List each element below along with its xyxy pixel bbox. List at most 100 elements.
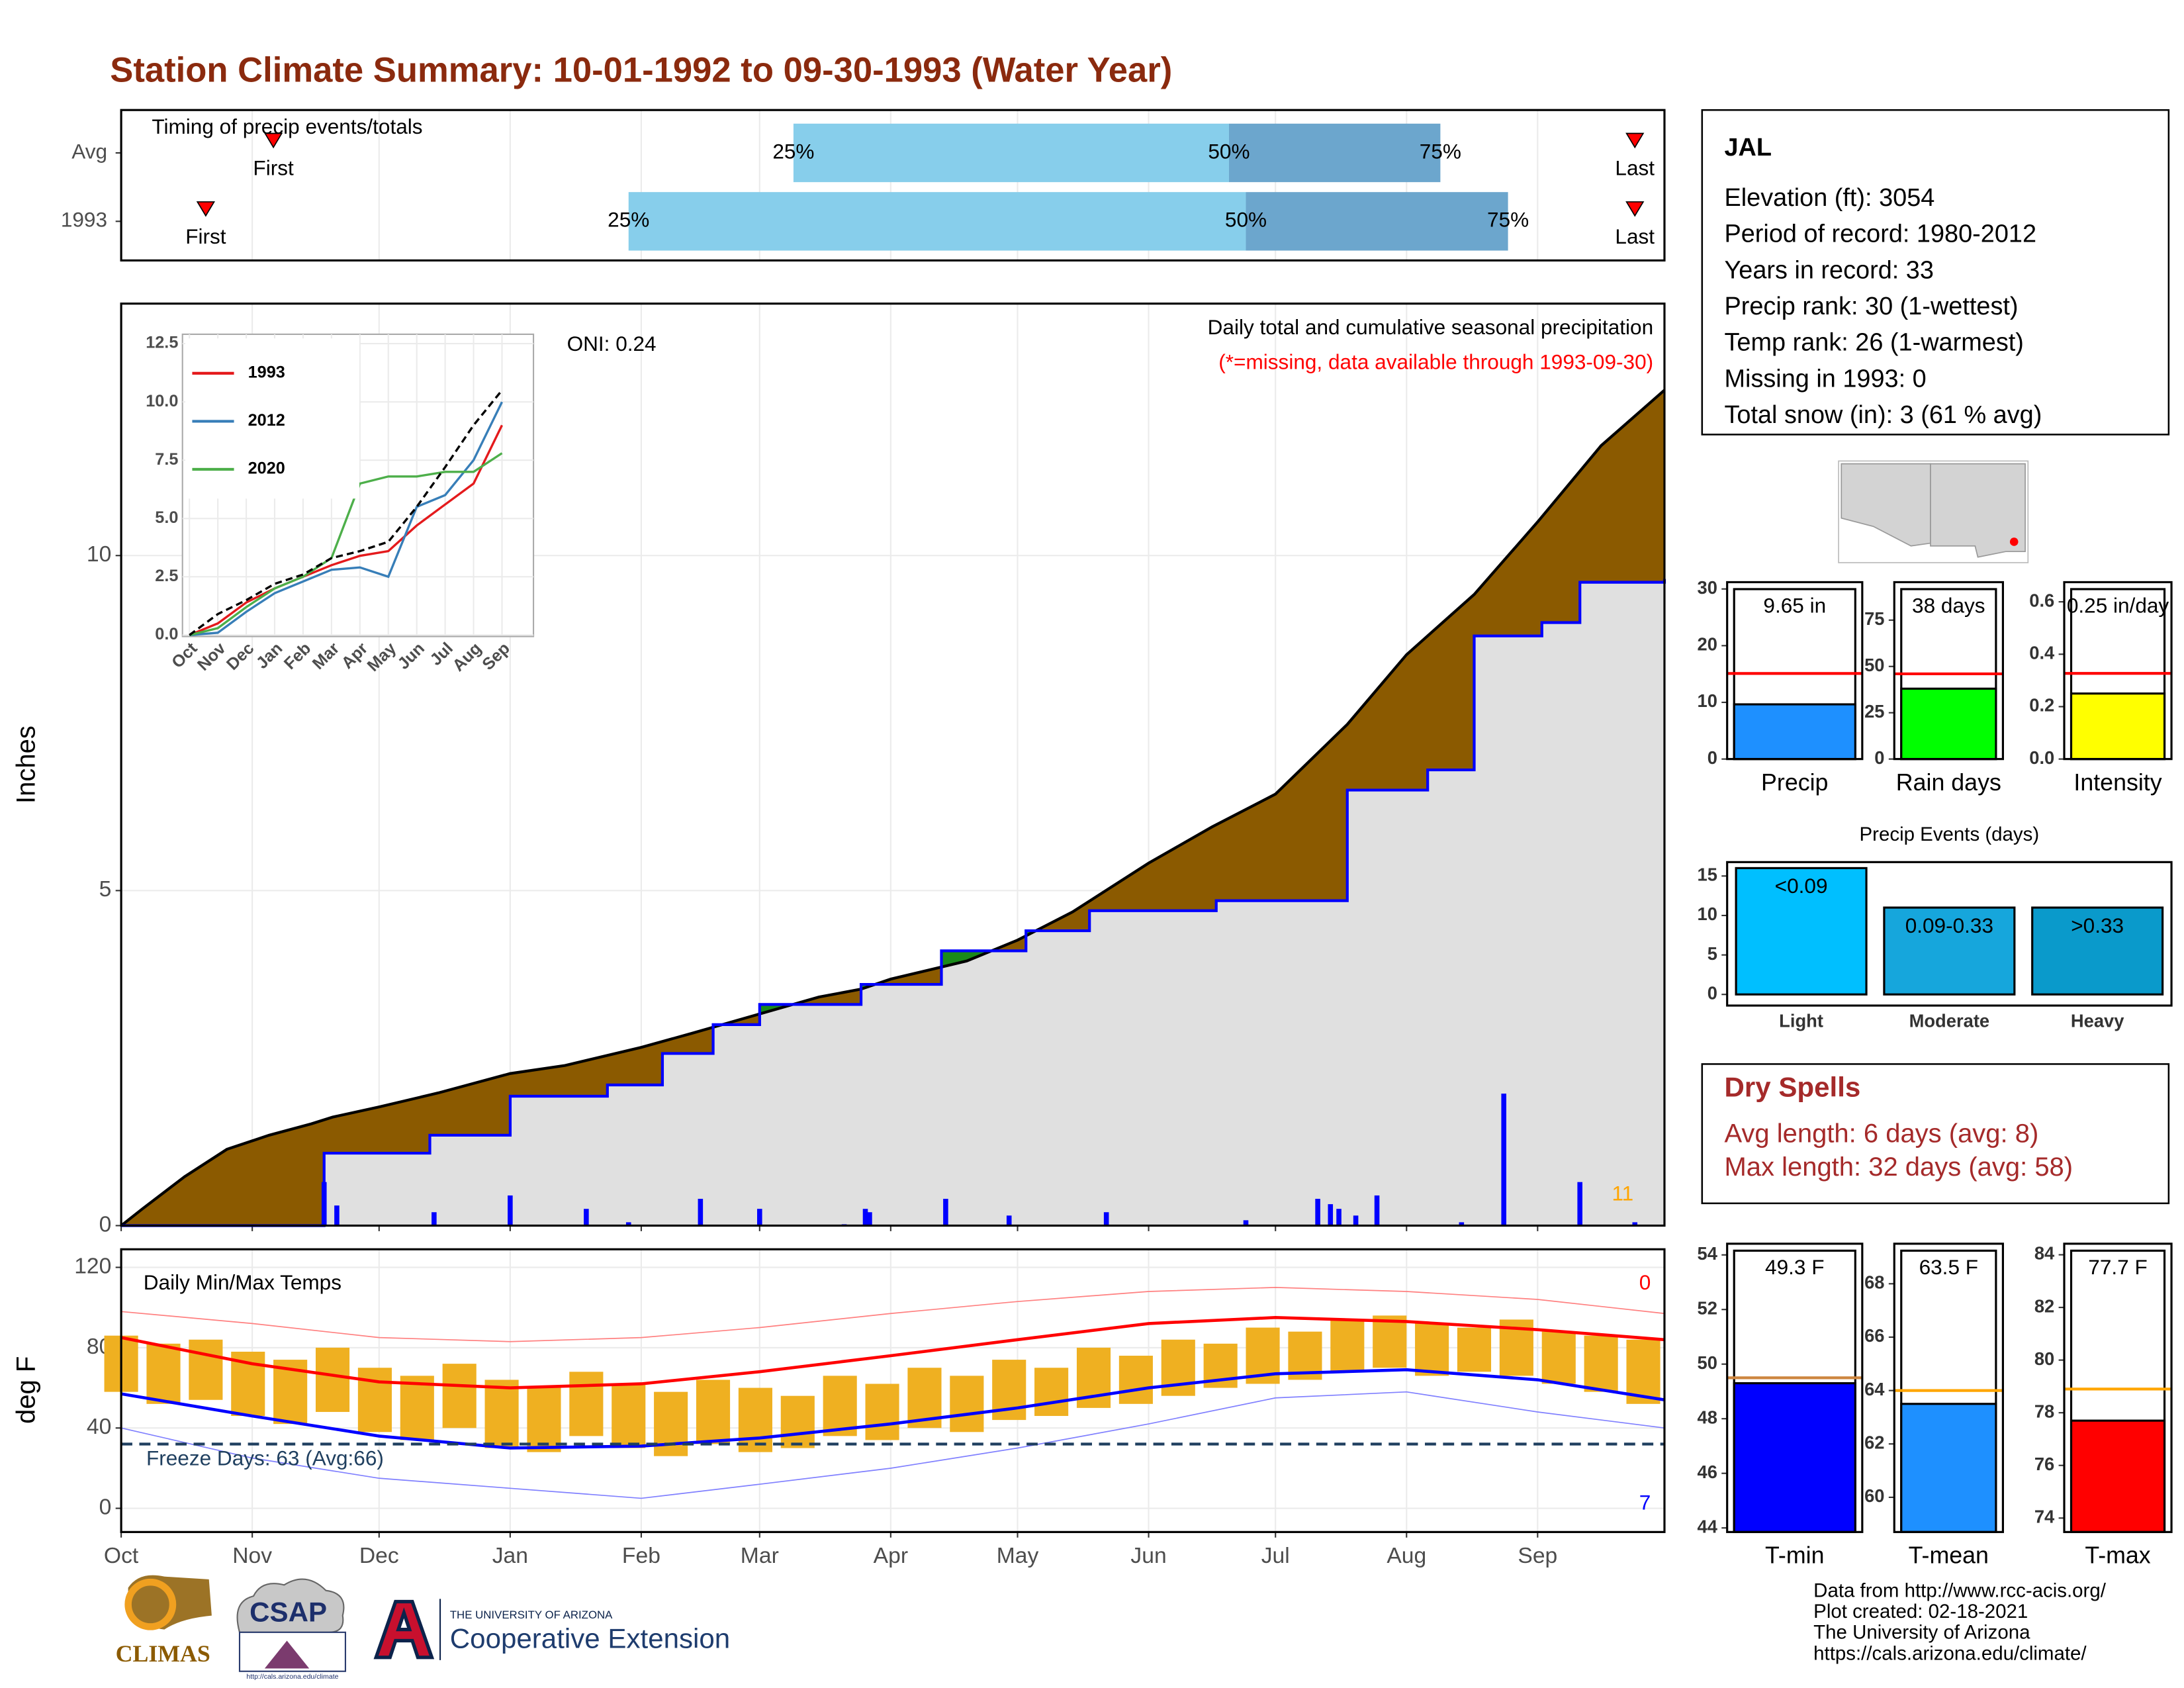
quartile-bar bbox=[1228, 123, 1441, 183]
x-tick-label: Apr bbox=[874, 1544, 908, 1568]
y-axis-label: Inches bbox=[12, 726, 41, 804]
inset-y-tick-label: 2.5 bbox=[155, 567, 178, 585]
station-line: Total snow (in): 3 (61 % avg) bbox=[1724, 401, 2042, 429]
y-axis-label: deg F bbox=[12, 1356, 41, 1424]
summary-bar bbox=[1733, 1382, 1856, 1533]
y-tick-label: 66 bbox=[1864, 1325, 1884, 1346]
x-tick-label: Heavy bbox=[2071, 1011, 2124, 1031]
category-label: T-max bbox=[2085, 1542, 2150, 1569]
x-tick-label: Feb bbox=[622, 1544, 660, 1568]
csap-mountain bbox=[264, 1640, 310, 1669]
y-tick-label: 20 bbox=[1698, 634, 1717, 655]
daily-temp-bar bbox=[189, 1339, 223, 1400]
daily-precip-bar bbox=[625, 1222, 631, 1226]
value-label: 77.7 F bbox=[2088, 1255, 2147, 1279]
daily-temp-bar bbox=[950, 1376, 984, 1432]
y-tick-label: 0.2 bbox=[2029, 695, 2054, 716]
value-label: 63.5 F bbox=[1919, 1255, 1978, 1279]
quartile-label: 25% bbox=[608, 208, 649, 232]
temp-line bbox=[121, 1287, 1665, 1342]
y-tick-label: 0 bbox=[99, 1212, 112, 1237]
marker-label: First bbox=[253, 156, 294, 180]
dry-spell-line: Max length: 32 days (avg: 58) bbox=[1724, 1152, 2073, 1182]
inset-line bbox=[189, 389, 503, 636]
daily-precip-bar bbox=[1501, 1094, 1507, 1226]
event-bar bbox=[1735, 867, 1868, 996]
y-tick-label: 60 bbox=[1864, 1485, 1884, 1506]
category-label: T-mean bbox=[1909, 1542, 1989, 1569]
x-tick-label: Jun bbox=[1130, 1544, 1166, 1568]
quartile-label: 25% bbox=[772, 139, 814, 163]
x-tick-label: Oct bbox=[104, 1544, 139, 1568]
y-tick-label: 74 bbox=[2034, 1506, 2055, 1526]
dry-spell-line: Avg length: 6 days (avg: 8) bbox=[1724, 1119, 2038, 1148]
y-tick-label: 0.0 bbox=[2029, 747, 2054, 768]
x-tick-label: Sep bbox=[1518, 1544, 1557, 1568]
temp-line bbox=[120, 1316, 1665, 1389]
y-tick-label: 64 bbox=[1864, 1379, 1885, 1399]
daily-temp-bar bbox=[569, 1372, 604, 1436]
temp-line bbox=[120, 1391, 1665, 1499]
station-line: Precip rank: 30 (1-wettest) bbox=[1724, 293, 2018, 320]
dry-spells-box bbox=[1701, 1063, 2170, 1205]
csap-url: http://cals.arizona.edu/climate bbox=[246, 1673, 338, 1681]
footer-line: Plot created: 02-18-2021 bbox=[1813, 1601, 2028, 1622]
inset-y-tick-label: 5.0 bbox=[155, 508, 178, 527]
y-tick-label: 25 bbox=[1864, 701, 1884, 722]
station-line: Missing in 1993: 0 bbox=[1724, 365, 1926, 393]
extension-text: Cooperative Extension bbox=[450, 1623, 730, 1654]
daily-temp-bar bbox=[527, 1387, 561, 1452]
daily-temp-bar bbox=[442, 1364, 477, 1429]
locator-map bbox=[1838, 460, 2029, 563]
panel-frame bbox=[120, 1248, 1666, 1533]
footer-line: https://cals.arizona.edu/climate/ bbox=[1813, 1642, 2087, 1664]
x-tick-label: Dec bbox=[359, 1544, 399, 1568]
quartile-bar bbox=[793, 123, 1229, 183]
y-tick-label: 62 bbox=[1864, 1432, 1884, 1453]
y-tick-label: 48 bbox=[1698, 1407, 1717, 1427]
y-tick-label: 76 bbox=[2034, 1454, 2054, 1474]
panel-frame bbox=[2063, 581, 2173, 761]
ua-logo bbox=[373, 1599, 435, 1660]
category-label: Rain days bbox=[1896, 769, 2001, 796]
observed-line bbox=[120, 389, 1666, 1227]
daily-temp-bar bbox=[780, 1395, 815, 1448]
daily-temp-bar bbox=[1330, 1319, 1365, 1372]
footer-line: Data from http://www.rcc-acis.org/ bbox=[1813, 1580, 2107, 1602]
timing-marker bbox=[196, 201, 215, 217]
count-label: 11 bbox=[1612, 1182, 1633, 1205]
category-label: Intensity bbox=[2073, 769, 2161, 796]
y-tick-label: 0 bbox=[1874, 747, 1884, 768]
panel-title: Daily total and cumulative seasonal prec… bbox=[1208, 315, 1653, 339]
csap-cloud bbox=[236, 1578, 345, 1633]
daily-precip-bar bbox=[1632, 1222, 1638, 1226]
marker-label: Last bbox=[1615, 224, 1655, 248]
y-tick-label: 40 bbox=[87, 1415, 111, 1439]
x-tick-label: Light bbox=[1779, 1011, 1823, 1031]
daily-precip-bar bbox=[1459, 1222, 1465, 1226]
quartile-bar bbox=[1246, 192, 1508, 251]
x-tick-label: Moderate bbox=[1909, 1011, 1990, 1031]
daily-temp-bar bbox=[484, 1380, 519, 1448]
daily-temp-bar bbox=[400, 1376, 434, 1440]
inset-line bbox=[189, 452, 503, 637]
count-label: 0 bbox=[1639, 1270, 1651, 1294]
daily-precip-bar bbox=[432, 1212, 437, 1226]
x-tick-label: May bbox=[997, 1544, 1039, 1568]
dry-spells-title: Dry Spells bbox=[1724, 1071, 1860, 1102]
daily-precip-bar bbox=[1103, 1212, 1109, 1226]
daily-temp-bar bbox=[654, 1391, 688, 1456]
y-tick-label: 10 bbox=[1698, 904, 1717, 924]
daily-temp-bar bbox=[1457, 1327, 1492, 1372]
daily-temp-bar bbox=[865, 1383, 899, 1440]
timing-marker bbox=[263, 132, 283, 149]
timing-title: Timing of precip events/totals bbox=[152, 115, 422, 138]
climas-text: CLIMAS bbox=[116, 1640, 210, 1667]
y-tick-label: 84 bbox=[2034, 1243, 2055, 1264]
footer: Data from http://www.rcc-acis.org/Plot c… bbox=[1813, 1580, 2107, 1665]
daily-precip-bar bbox=[1336, 1209, 1342, 1226]
x-tick-label: Jul bbox=[1261, 1544, 1290, 1568]
summary-bar bbox=[2070, 692, 2166, 761]
